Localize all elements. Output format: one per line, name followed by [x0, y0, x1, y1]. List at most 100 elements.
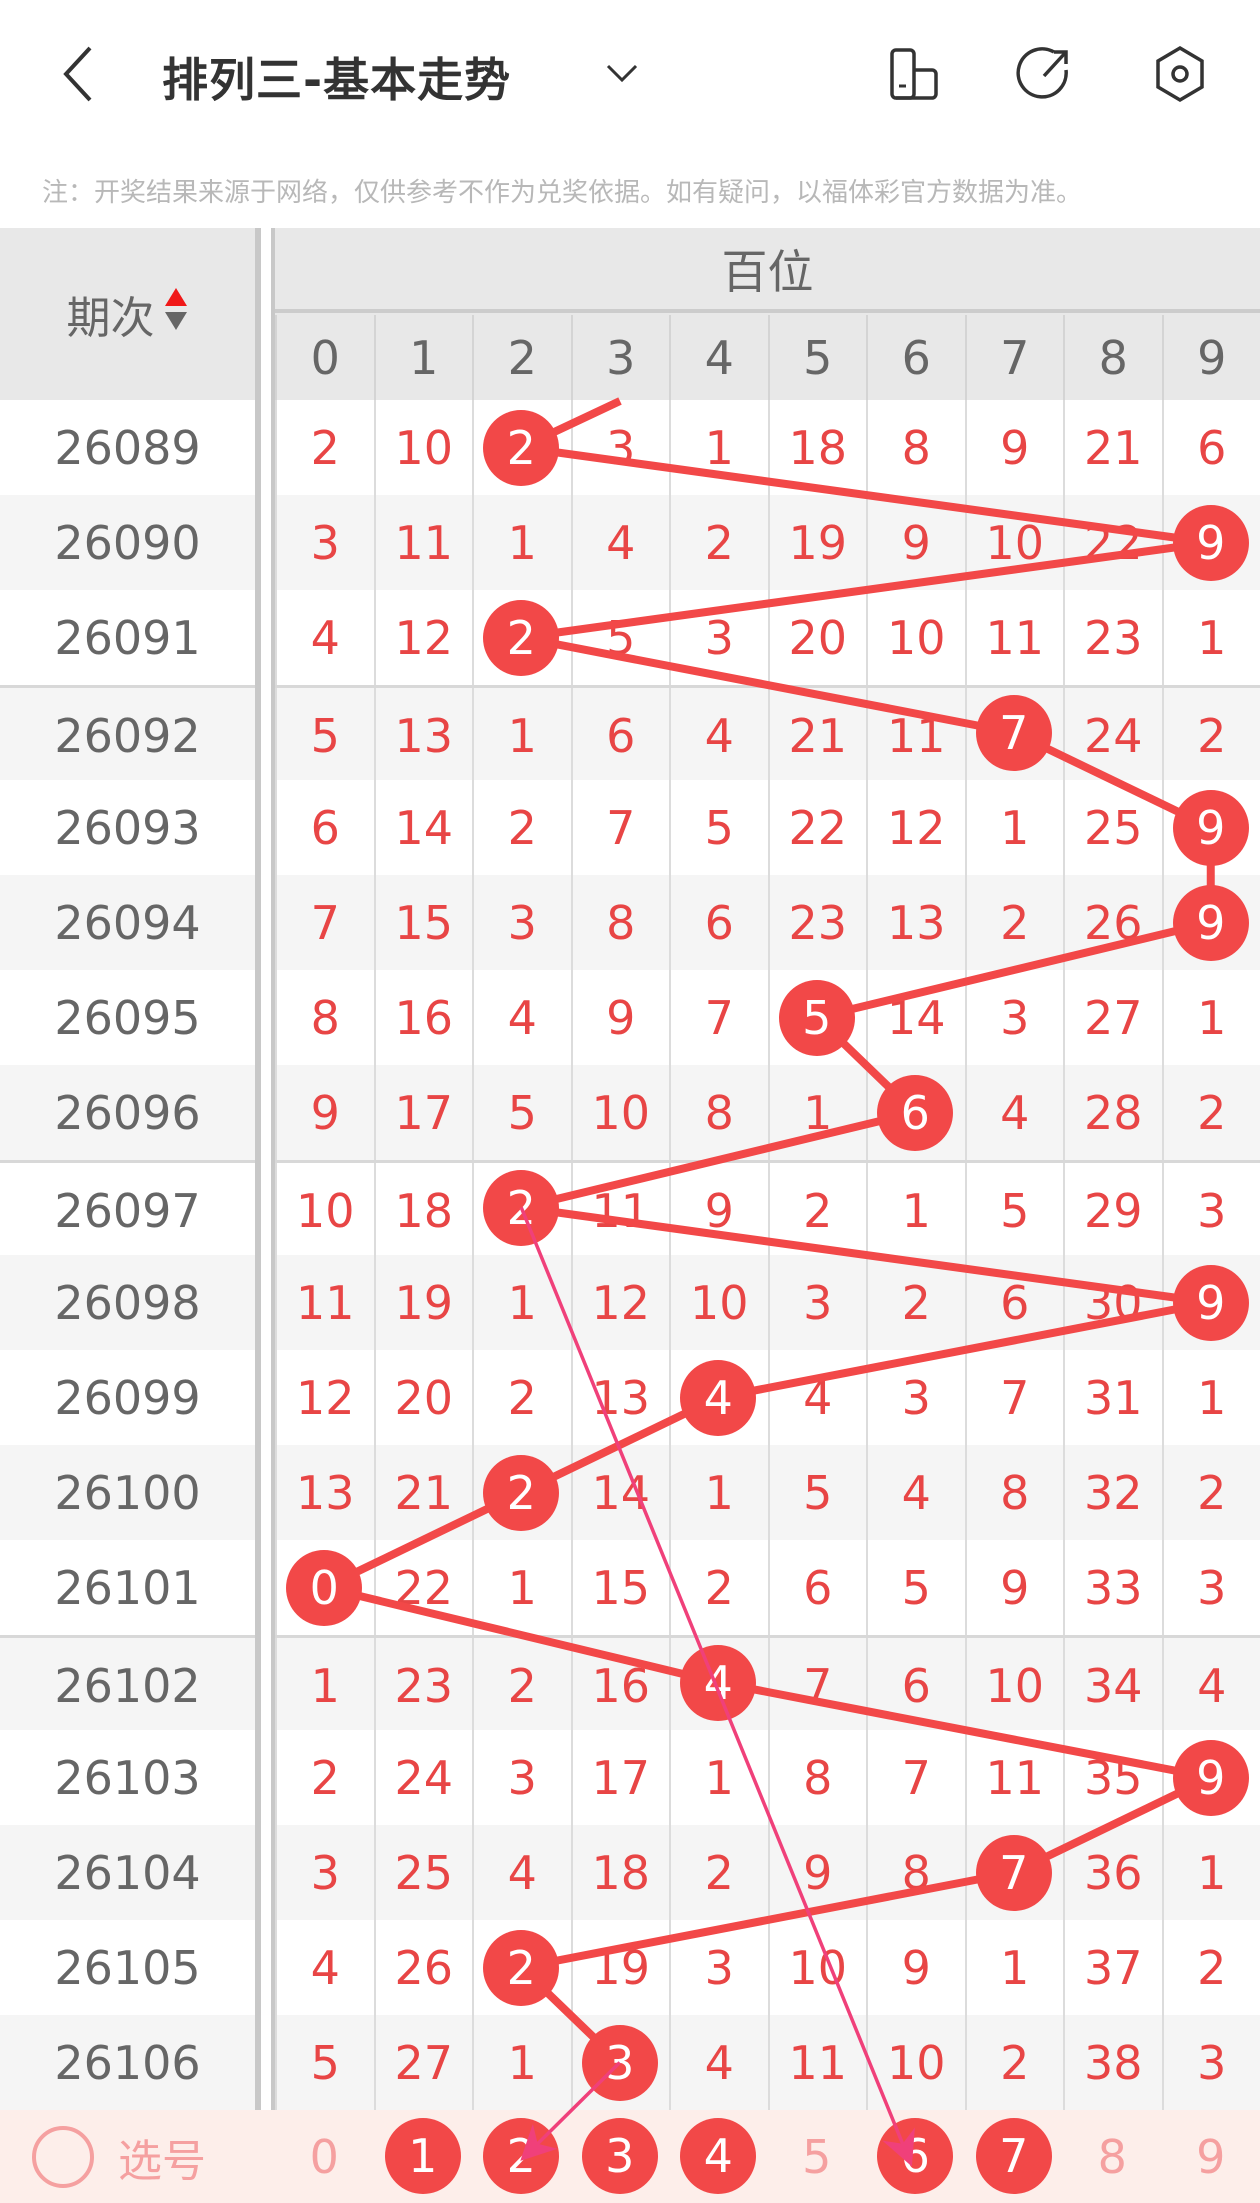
table-row: 26091 4 12 5 3 20 10 11 23 1 [0, 590, 1260, 685]
miss-count-cell: 4 [275, 1920, 374, 2015]
miss-count-cell: 3 [669, 1920, 768, 2015]
sort-icon[interactable] [163, 288, 189, 340]
miss-count-cell: 10 [866, 590, 965, 685]
period-cell: 26095 [54, 990, 201, 1045]
miss-count-cell: 6 [767, 1540, 867, 1635]
miss-count-cell: 21 [1063, 400, 1162, 495]
table-row: 26102 1 23 2 16 7 6 10 34 4 [0, 1635, 1260, 1733]
pick-number[interactable]: 0 [309, 2129, 339, 2184]
table-row: 26101 22 1 15 2 6 5 9 33 3 [0, 1540, 1260, 1635]
miss-count-cell: 28 [1063, 1065, 1162, 1160]
digit-header-5: 5 [767, 315, 867, 400]
period-cell: 26103 [54, 1750, 201, 1805]
hit-ball: 4 [680, 1644, 757, 1721]
selected-number-ball[interactable]: 7 [975, 2118, 1052, 2194]
back-icon[interactable] [58, 44, 98, 104]
miss-count-cell: 1 [472, 495, 571, 590]
digit-header-9: 9 [1161, 315, 1260, 400]
miss-count-cell: 10 [570, 1065, 670, 1160]
selected-number-ball[interactable]: 3 [581, 2118, 658, 2194]
miss-count-cell: 4 [472, 970, 571, 1065]
miss-count-cell: 2 [669, 495, 768, 590]
miss-count-cell: 22 [373, 1540, 473, 1635]
table-row: 26096 9 17 5 10 8 1 4 28 2 [0, 1065, 1260, 1160]
miss-count-cell: 10 [767, 1920, 867, 2015]
miss-count-cell: 18 [767, 400, 867, 495]
miss-count-cell: 11 [964, 590, 1064, 685]
hit-ball: 5 [778, 979, 855, 1056]
miss-count-cell: 13 [373, 688, 473, 783]
table-row: 26097 10 18 11 9 2 1 5 29 3 [0, 1160, 1260, 1258]
period-cell: 26089 [54, 420, 201, 475]
miss-count-cell: 5 [964, 1163, 1064, 1258]
miss-count-cell: 8 [275, 970, 374, 1065]
share-icon[interactable] [1014, 44, 1074, 104]
hit-ball: 9 [1172, 884, 1249, 961]
miss-count-cell: 12 [866, 780, 965, 875]
miss-count-cell: 30 [1063, 1255, 1162, 1350]
pick-number[interactable]: 9 [1196, 2129, 1226, 2184]
miss-count-cell: 4 [866, 1445, 965, 1540]
miss-count-cell: 9 [866, 1920, 965, 2015]
chevron-down-icon[interactable] [604, 58, 640, 88]
miss-count-cell: 27 [1063, 970, 1162, 1065]
miss-count-cell: 13 [275, 1445, 374, 1540]
miss-count-cell: 6 [964, 1255, 1064, 1350]
period-cell: 26096 [54, 1085, 201, 1140]
miss-count-cell: 1 [964, 1920, 1064, 2015]
pick-number[interactable]: 8 [1097, 2129, 1127, 2184]
miss-count-cell: 1 [472, 1540, 571, 1635]
digit-header-3: 3 [570, 315, 670, 400]
miss-count-cell: 21 [767, 688, 867, 783]
pick-number[interactable]: 5 [802, 2129, 832, 2184]
device-icon[interactable] [886, 44, 946, 104]
selected-number-ball[interactable]: 6 [877, 2118, 954, 2194]
select-number-button[interactable]: 选号 [32, 2110, 206, 2203]
miss-count-cell: 6 [1161, 400, 1260, 495]
miss-count-cell: 1 [1161, 1350, 1260, 1445]
digit-header-7: 7 [964, 315, 1064, 400]
hit-ball: 6 [877, 1074, 954, 1151]
selected-number-ball[interactable]: 4 [680, 2118, 757, 2194]
selected-number-ball[interactable]: 2 [483, 2118, 560, 2194]
table-row: 26103 2 24 3 17 1 8 7 11 35 [0, 1730, 1260, 1825]
miss-count-cell: 8 [866, 1825, 965, 1920]
miss-count-cell: 9 [964, 1540, 1064, 1635]
miss-count-cell: 2 [275, 1730, 374, 1825]
miss-count-cell: 37 [1063, 1920, 1162, 2015]
page-title[interactable]: 排列三-基本走势 [162, 53, 512, 107]
digit-header-8: 8 [1063, 315, 1162, 400]
miss-count-cell: 33 [1063, 1540, 1162, 1635]
selected-number-ball[interactable]: 1 [384, 2118, 461, 2194]
period-sort-header[interactable]: 期次 [0, 228, 255, 400]
miss-count-cell: 1 [472, 1255, 571, 1350]
digit-header-0: 0 [275, 315, 374, 400]
miss-count-cell: 23 [373, 1638, 473, 1733]
miss-count-cell: 19 [373, 1255, 473, 1350]
miss-count-cell: 1 [472, 688, 571, 783]
miss-count-cell: 4 [275, 590, 374, 685]
miss-count-cell: 24 [373, 1730, 473, 1825]
settings-icon[interactable] [1150, 44, 1210, 104]
miss-count-cell: 22 [767, 780, 867, 875]
miss-count-cell [275, 1540, 374, 1635]
hit-ball: 7 [975, 1834, 1052, 1911]
miss-count-cell: 17 [570, 1730, 670, 1825]
table-row: 26089 2 10 3 1 18 8 9 21 6 [0, 400, 1260, 495]
miss-count-cell [472, 590, 571, 685]
miss-count-cell: 4 [570, 495, 670, 590]
miss-count-cell: 23 [767, 875, 867, 970]
miss-count-cell: 13 [866, 875, 965, 970]
miss-count-cell: 11 [373, 495, 473, 590]
miss-count-cell: 1 [275, 1638, 374, 1733]
miss-count-cell: 21 [373, 1445, 473, 1540]
miss-count-cell: 18 [570, 1825, 670, 1920]
miss-count-cell: 3 [1161, 2015, 1260, 2110]
hit-ball: 2 [483, 1169, 560, 1246]
miss-count-cell: 5 [275, 2015, 374, 2110]
miss-count-cell: 9 [964, 400, 1064, 495]
radio-circle-icon[interactable] [32, 2125, 94, 2188]
miss-count-cell: 1 [472, 2015, 571, 2110]
miss-count-cell: 5 [866, 1540, 965, 1635]
